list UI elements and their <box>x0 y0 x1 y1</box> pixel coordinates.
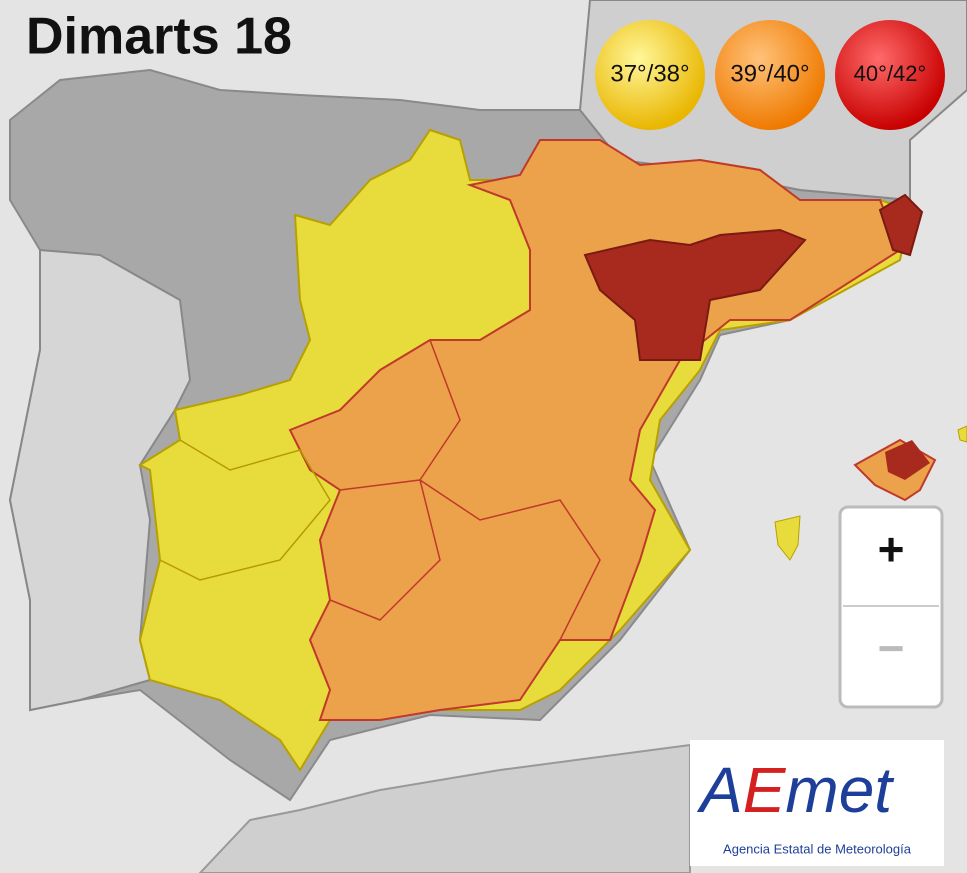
logo-box <box>690 740 944 866</box>
region-borders <box>159 439 331 581</box>
zoom-out[interactable]: − <box>878 622 905 674</box>
zoom-in[interactable]: + <box>878 523 905 575</box>
title: Dimarts 18 <box>26 8 292 66</box>
legend-label: 40°/42° <box>854 61 927 86</box>
legend-yellow <box>595 20 705 130</box>
menorca <box>957 425 967 443</box>
legend-label: 39°/40° <box>730 60 809 87</box>
logo-e: E <box>743 754 787 826</box>
red-zone <box>878 193 924 257</box>
ibiza <box>774 515 801 561</box>
region-borders <box>418 339 601 641</box>
logo-mark: AEmet <box>696 754 894 826</box>
region-borders <box>329 479 441 621</box>
legend-orange <box>715 20 825 130</box>
red-zone <box>583 228 807 361</box>
logo-name: Agencia Estatal de Meteorología <box>723 841 912 856</box>
logo-a: A <box>696 754 743 826</box>
legend-red <box>835 20 945 130</box>
logo-rest: met <box>785 754 894 826</box>
mallorca-red <box>885 440 930 480</box>
legend-label: 37°/38° <box>610 60 689 87</box>
